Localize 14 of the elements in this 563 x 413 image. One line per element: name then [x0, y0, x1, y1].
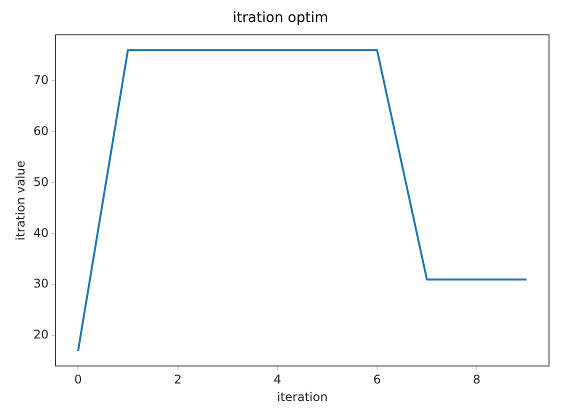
y-tick-label: 40	[33, 226, 49, 240]
x-tick-label: 4	[274, 372, 282, 387]
y-tick-label: 50	[33, 174, 49, 189]
x-tick-label: 8	[472, 372, 481, 387]
x-axis-title: iteration	[276, 390, 328, 404]
x-tick-label: 2	[174, 372, 182, 387]
y-tick-label: 70	[33, 72, 49, 87]
x-tick-label: 6	[373, 372, 381, 387]
chart-title: itration optim	[232, 10, 328, 26]
x-tick-label: 0	[74, 372, 82, 387]
y-tick-label: 60	[33, 124, 49, 138]
y-axis-title: itration value	[13, 160, 28, 240]
y-tick-label: 30	[33, 276, 49, 291]
y-tick-label: 20	[33, 328, 49, 342]
